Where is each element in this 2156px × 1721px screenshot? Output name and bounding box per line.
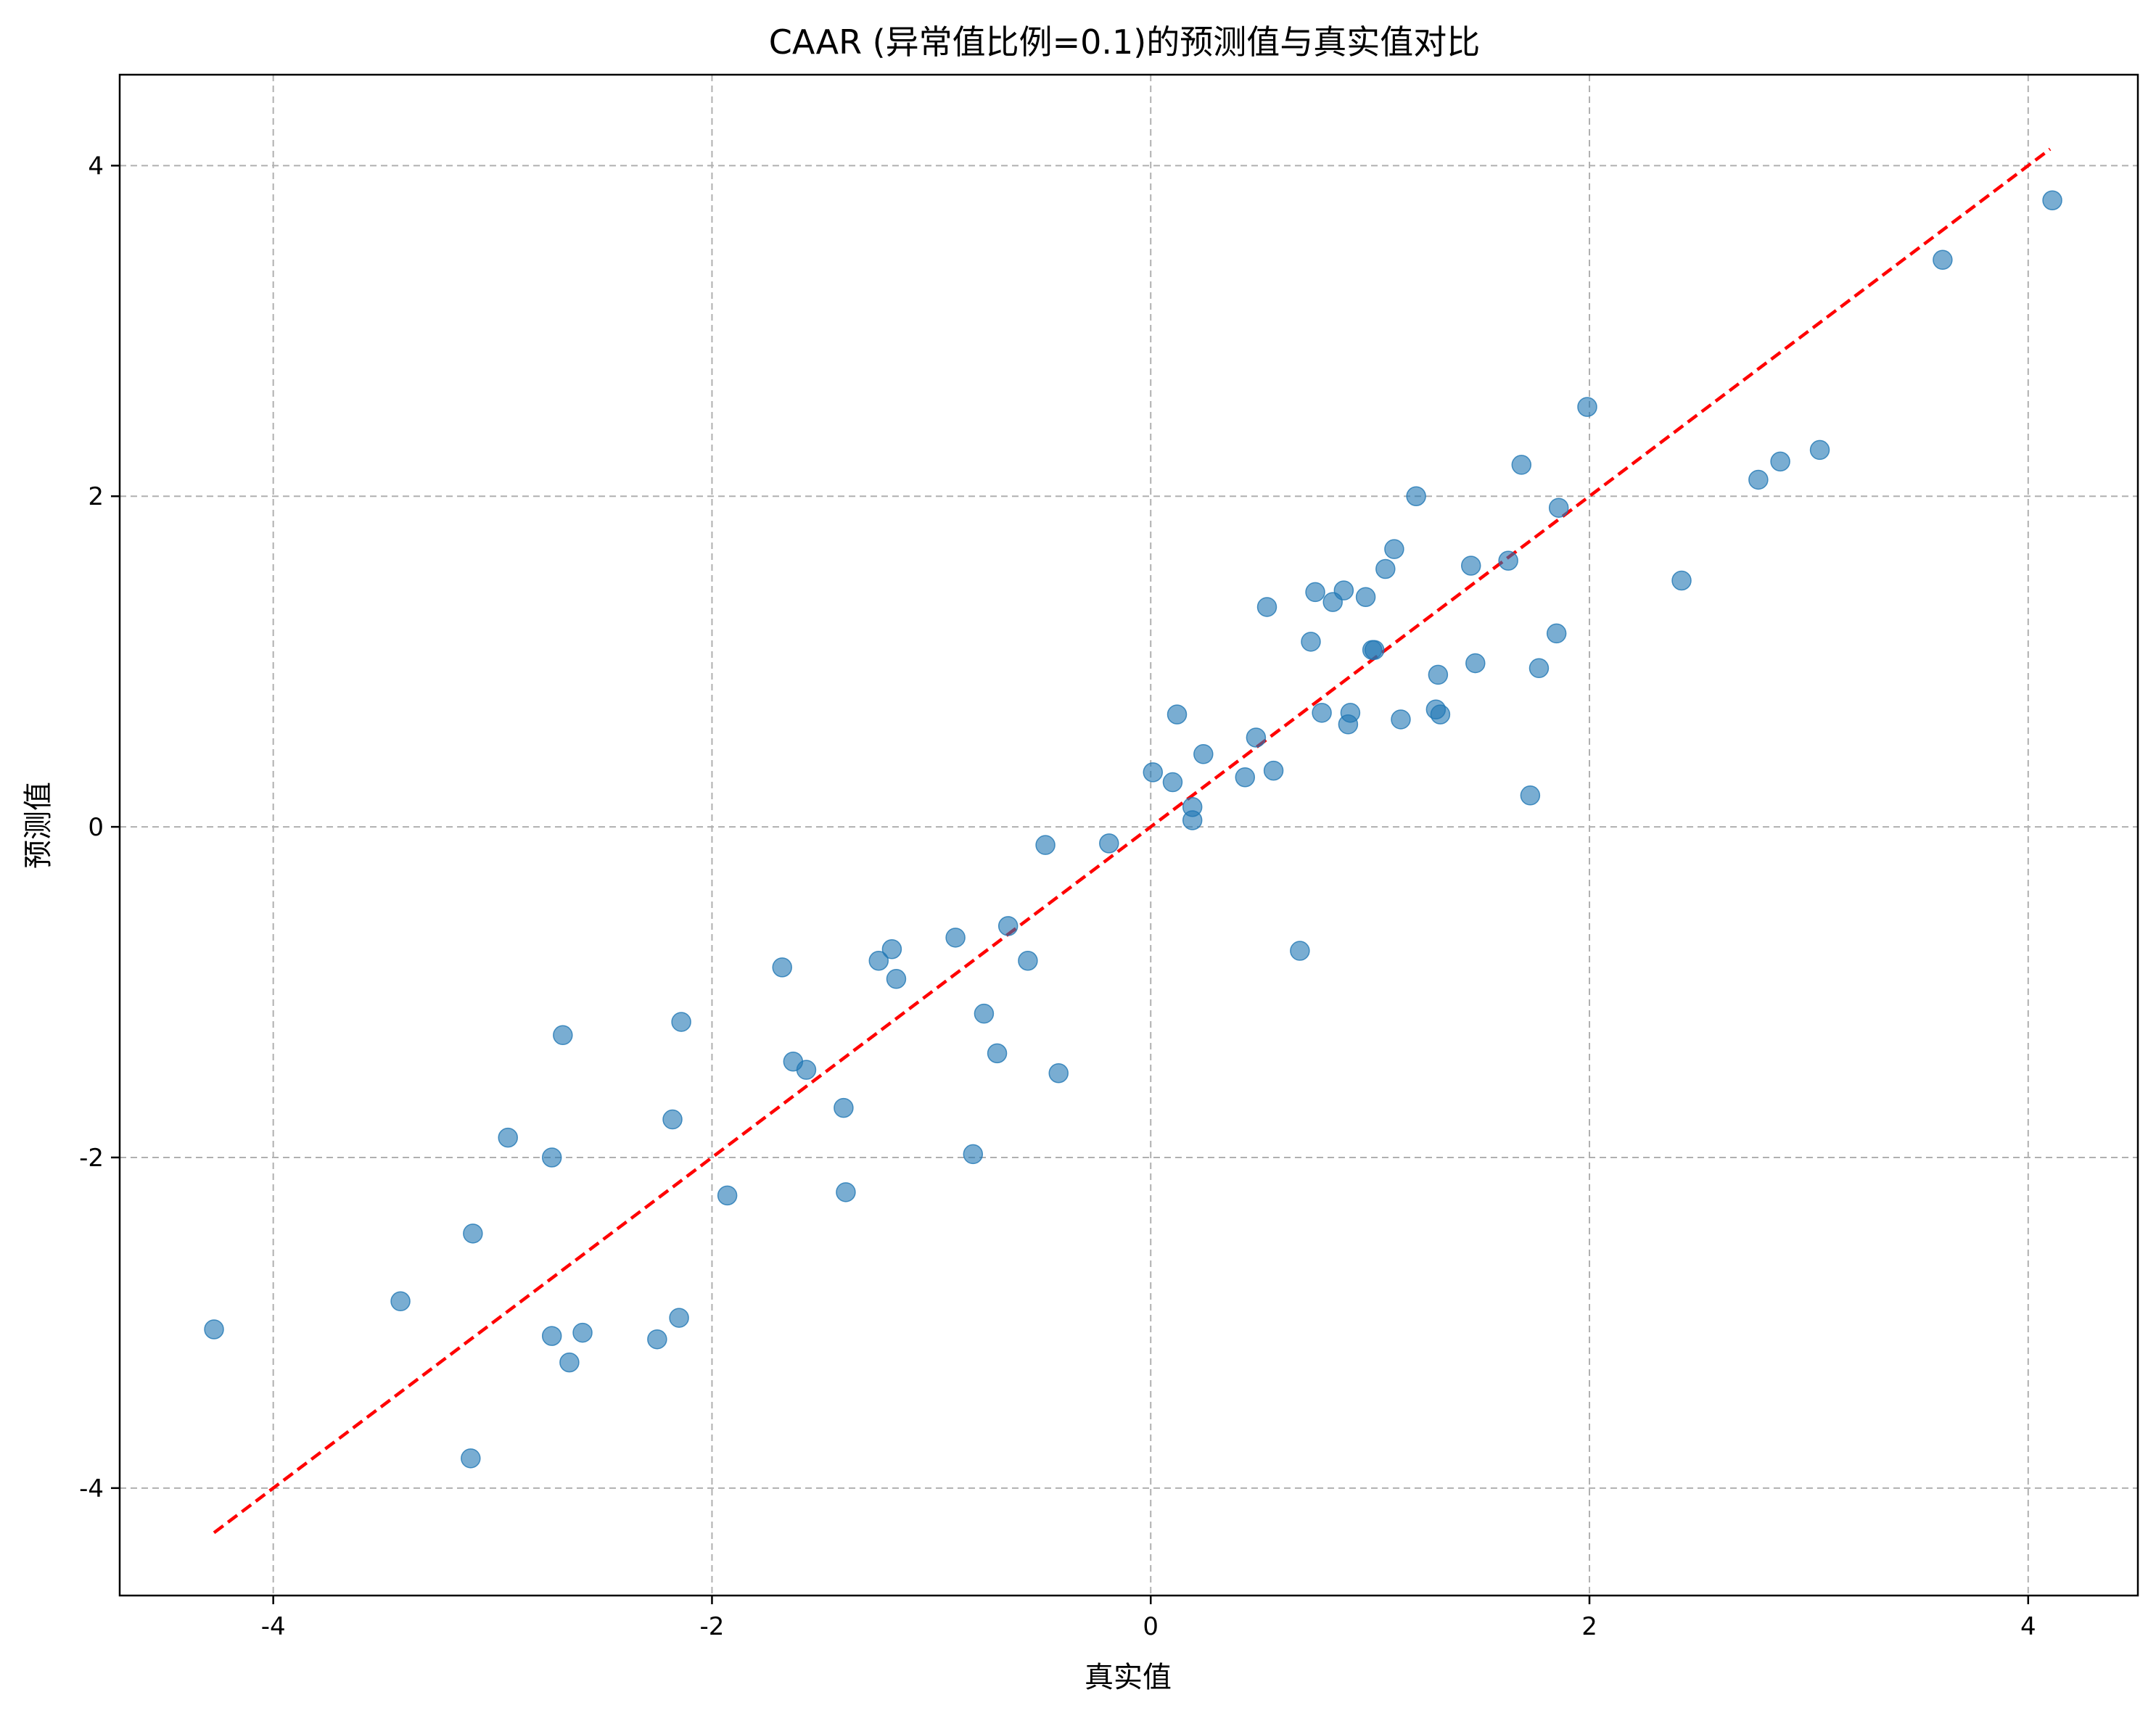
y-tick-label: 0 [88,813,104,842]
data-point [1428,664,1449,685]
data-point [1301,632,1321,652]
data-point [796,1060,817,1080]
data-point [1340,703,1361,723]
data-point [1809,439,1830,461]
data-point [1520,785,1541,806]
data-point [834,1097,854,1118]
y-axis-label: 预测值 [22,782,55,869]
data-point [1671,570,1692,591]
data-point [1035,835,1056,855]
data-point [1528,658,1550,679]
data-point [1312,703,1332,723]
data-point [1263,760,1284,781]
data-point [541,1326,562,1346]
data-point [1430,704,1451,725]
plot-frame [118,73,2139,1597]
grid-lines [120,75,2138,1596]
data-point [1048,1062,1069,1084]
reference-line [213,147,2052,1535]
data-point [669,1308,689,1328]
data-point [1235,767,1256,788]
y-axis-ticks: -4 -2 0 2 4 [79,152,120,1503]
y-tick-label: -2 [79,1144,104,1173]
data-point [1246,727,1267,748]
data-point [1577,397,1597,417]
data-point [1511,455,1532,475]
data-point [1465,653,1486,674]
data-point [647,1329,667,1350]
data-point [1375,558,1396,579]
data-point [997,916,1019,936]
data-point [987,1043,1008,1064]
data-point [1364,640,1385,660]
data-point [1162,772,1183,793]
data-point [1355,587,1376,608]
data-point [1748,469,1769,490]
data-point [1548,498,1569,518]
data-point [390,1291,411,1312]
data-point [772,957,792,978]
data-point [836,1182,856,1202]
data-point [1770,451,1790,472]
data-point [1406,486,1426,506]
data-point [717,1185,738,1206]
data-point [498,1127,518,1148]
data-point [662,1109,683,1130]
x-axis-ticks: -4 -2 0 2 4 [261,1596,2036,1641]
data-point [1018,950,1038,971]
data-point [1546,623,1567,644]
y-tick-label: -4 [79,1474,104,1503]
data-point [572,1322,593,1343]
data-point [553,1025,573,1046]
y-tick-label: 4 [88,152,104,181]
chart-title: CAAR (异常值比例=0.1)的预测值与真实值对比 [769,22,1481,62]
x-tick-label: 2 [1581,1612,1597,1641]
data-point [1099,833,1119,854]
data-point [1384,539,1404,559]
data-point [671,1012,691,1032]
data-point [945,928,966,948]
x-tick-label: 0 [1143,1612,1159,1641]
data-point [1333,580,1354,601]
y-tick-label: 2 [88,482,104,511]
data-point [881,939,902,959]
data-point [963,1144,984,1165]
data-point [461,1448,481,1469]
data-point [1143,762,1164,783]
data-point [1193,744,1214,764]
data-point [1391,709,1411,730]
data-point [1256,597,1277,617]
data-point [204,1319,224,1340]
data-point [1182,797,1203,817]
data-point [1460,556,1481,576]
data-point [1498,550,1518,571]
data-point [868,950,889,971]
data-point [2042,190,2062,210]
x-tick-label: 4 [2020,1612,2036,1641]
data-points [204,190,2062,1469]
data-point [1933,249,1953,271]
x-tick-label: -4 [261,1612,286,1641]
x-axis-label: 真实值 [1085,1661,1172,1694]
data-point [1305,582,1325,603]
reference-line-layer [213,147,2052,1535]
data-point [1290,941,1310,961]
data-point [1167,704,1188,725]
data-point [541,1147,562,1168]
x-tick-label: -2 [700,1612,725,1641]
data-point [463,1223,483,1244]
data-point [559,1352,580,1373]
data-point [974,1003,995,1024]
data-point [886,969,907,989]
